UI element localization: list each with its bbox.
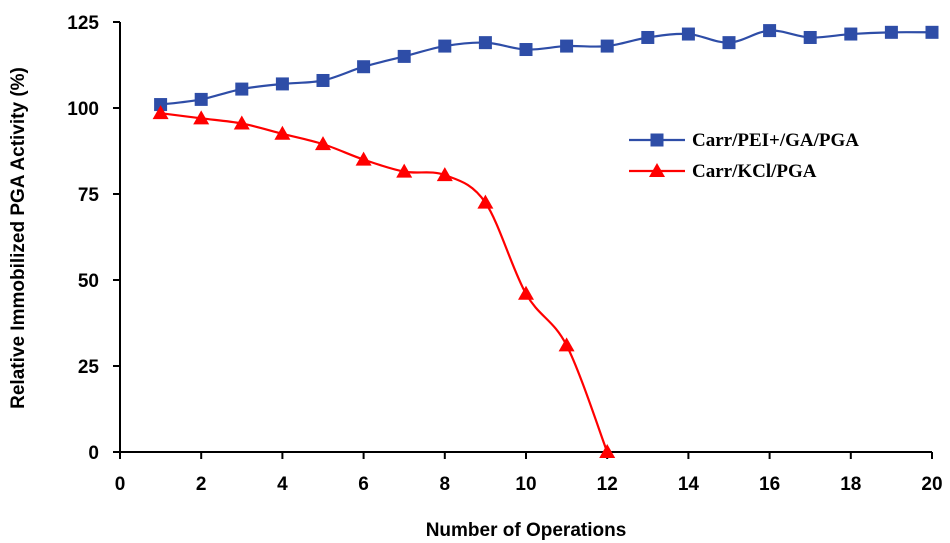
data-point-square [844, 27, 858, 41]
data-point-triangle [355, 151, 372, 166]
data-point-square [681, 27, 695, 41]
data-point-square [397, 49, 411, 63]
data-point-triangle [436, 167, 453, 182]
series-carr-kcl-pga [152, 105, 616, 458]
x-ticks: 0 2 4 6 8 10 12 14 16 18 20 [115, 452, 943, 495]
x-tick-label: 0 [115, 474, 126, 495]
y-tick-label: 75 [78, 185, 100, 206]
data-point-square [235, 82, 249, 96]
data-point-square [316, 73, 330, 87]
y-tick-label: 0 [88, 443, 99, 464]
series-carr-pei-ga-pga [154, 24, 939, 112]
series-line [160, 112, 609, 453]
data-point-square [803, 30, 817, 44]
legend-entry: Carr/KCl/PGA [629, 161, 817, 182]
x-axis-title: Number of Operations [426, 520, 627, 541]
data-point-triangle [193, 110, 210, 125]
data-point-square [275, 77, 289, 91]
legend-marker [649, 163, 665, 177]
data-point-square [478, 36, 492, 50]
x-tick-label: 16 [759, 474, 780, 495]
data-point-triangle [518, 285, 534, 300]
x-tick-label: 14 [678, 474, 700, 495]
legend: Carr/PEI+/GA/PGA Carr/KCl/PGA [629, 130, 859, 182]
data-point-square [641, 30, 655, 44]
y-tick-label: 125 [67, 13, 99, 34]
x-tick-label: 6 [358, 474, 369, 495]
data-point-triangle [396, 163, 413, 178]
legend-entry: Carr/PEI+/GA/PGA [629, 130, 859, 151]
data-point-square [884, 25, 898, 39]
series-layer [152, 24, 939, 458]
x-tick-label: 4 [277, 474, 288, 495]
x-tick-label: 18 [840, 474, 861, 495]
data-point-square [722, 36, 736, 50]
data-point-triangle [152, 105, 169, 120]
legend-marker [650, 133, 664, 147]
x-tick-label: 8 [440, 474, 451, 495]
y-tick-label: 25 [78, 357, 100, 378]
data-point-square [519, 43, 533, 57]
data-point-square [925, 25, 939, 39]
y-tick-label: 50 [78, 271, 99, 292]
data-point-square [600, 39, 614, 53]
data-point-triangle [274, 125, 291, 140]
x-tick-label: 2 [196, 474, 207, 495]
data-point-triangle [599, 444, 616, 458]
data-point-square [763, 24, 777, 38]
data-point-triangle [477, 194, 494, 209]
data-point-square [194, 92, 208, 106]
y-ticks: 0 25 50 75 100 125 [67, 13, 120, 464]
legend-label: Carr/PEI+/GA/PGA [692, 130, 859, 151]
data-point-square [357, 60, 371, 74]
data-point-square [154, 98, 168, 112]
y-axis-title: Relative Immobilized PGA Activity (%) [8, 67, 29, 409]
x-tick-label: 10 [515, 474, 536, 495]
data-point-square [560, 39, 574, 53]
legend-label: Carr/KCl/PGA [692, 161, 817, 182]
y-tick-label: 100 [67, 99, 99, 120]
data-point-square [438, 39, 452, 53]
x-tick-label: 20 [921, 474, 942, 495]
data-point-triangle [315, 136, 331, 151]
data-point-triangle [233, 115, 250, 130]
x-tick-label: 12 [597, 474, 618, 495]
data-point-triangle [558, 337, 575, 352]
